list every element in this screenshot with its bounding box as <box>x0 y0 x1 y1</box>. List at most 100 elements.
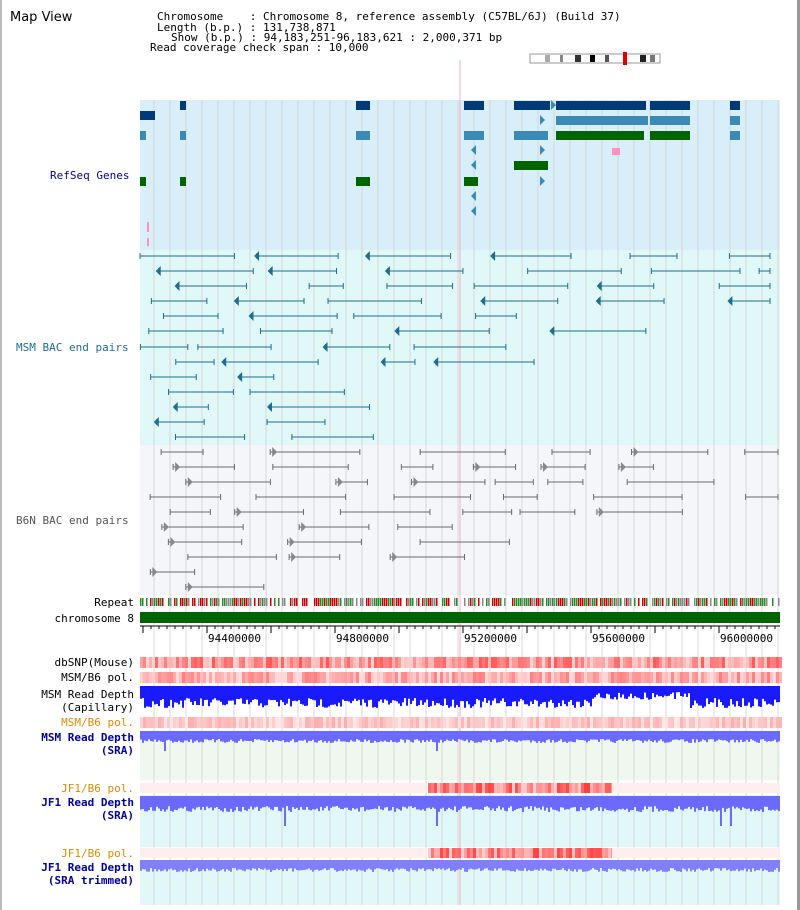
msm-depth-sra-bar <box>484 731 486 741</box>
b6n-bac-arrow <box>392 552 398 562</box>
dbsnp-cell <box>266 657 269 668</box>
msm-pol-cell <box>701 672 704 683</box>
msm-pol2-cell <box>314 717 317 728</box>
jf1-depth-sra-bar <box>280 796 282 812</box>
jf1-depth-sra-bar <box>676 796 678 809</box>
msm-pol-cell <box>161 672 164 683</box>
msm-depth-cap-bar <box>610 686 612 699</box>
msm-depth-cap-bar <box>254 686 256 700</box>
msm-depth-sra-bar <box>266 731 268 740</box>
msm-depth-cap-bar <box>192 686 194 705</box>
jf1-depth-trim-bar <box>190 860 192 872</box>
dbsnp-cell <box>416 657 419 668</box>
repeat-element <box>318 598 320 606</box>
dbsnp-cell <box>263 657 266 668</box>
msm-pol-cell <box>254 672 257 683</box>
msm-depth-cap-bar <box>510 686 512 707</box>
dbsnp-cell <box>458 657 461 668</box>
dbsnp-cell <box>611 657 614 668</box>
msm-depth-sra-bar <box>294 731 296 743</box>
msm-depth-sra-bar <box>382 731 384 742</box>
track-label-msm-bac[interactable]: MSM BAC end pairs <box>16 341 129 354</box>
dbsnp-cell <box>155 657 158 668</box>
msm-depth-cap-bar <box>600 686 602 698</box>
msm-depth-cap-bar <box>546 686 548 708</box>
msm-pol-cell <box>251 672 254 683</box>
jf1-depth-trim-bar <box>176 860 178 872</box>
track-label-b6n-bac[interactable]: B6N BAC end pairs <box>16 514 129 527</box>
jf1-depth-sra-bar <box>698 796 700 811</box>
jf1-depth-sra-bar <box>426 796 428 809</box>
jf1-depth-trim-bar <box>274 860 276 871</box>
jf1-depth-trim-bar <box>366 860 368 870</box>
repeat-element <box>638 598 640 606</box>
msm-pol-cell <box>710 672 713 683</box>
dbsnp-cell <box>443 657 446 668</box>
dbsnp-cell <box>704 657 707 668</box>
repeat-element <box>340 598 342 606</box>
jf1-depth-sra-bar <box>454 796 456 807</box>
gene-model <box>180 101 186 110</box>
msm-depth-sra-bar <box>682 731 684 740</box>
msm-depth-cap-bar <box>702 686 704 708</box>
msm-pol-cell <box>290 672 293 683</box>
jf1-depth-sra-bar <box>614 796 616 812</box>
track-label-refseq[interactable]: RefSeq Genes <box>50 169 130 182</box>
jf1-depth-sra-bar <box>624 796 626 810</box>
msm-pol2-cell <box>221 717 224 728</box>
msm-depth-cap-bar <box>434 686 436 706</box>
msm-pol2-cell <box>761 717 764 728</box>
msm-pol-cell <box>734 672 737 683</box>
repeat-element <box>160 598 162 606</box>
jf1-depth-trim-bar <box>418 860 420 869</box>
msm-pol-cell <box>167 672 170 683</box>
msm-pol2-cell <box>188 717 191 728</box>
msm-depth-cap-bar <box>278 686 280 707</box>
dbsnp-cell <box>677 657 680 668</box>
jf1-depth-trim-bar <box>382 860 384 870</box>
msm-depth-sra-bar <box>194 731 196 742</box>
msm-depth-cap-bar <box>256 686 258 700</box>
jf1-pol-cell <box>560 783 563 793</box>
repeat-element <box>472 598 474 606</box>
msm-depth-sra-bar <box>204 731 206 740</box>
jf1-depth-sra-bar <box>310 796 312 811</box>
msm-depth-cap-bar <box>348 686 350 702</box>
track-label-jf1-depth-trim: JF1 Read Depth <box>41 861 134 874</box>
msm-pol2-cell <box>281 717 284 728</box>
msm-pol2-cell <box>389 717 392 728</box>
msm-depth-sra-bar <box>406 731 408 740</box>
msm-pol2-cell <box>368 717 371 728</box>
jf1-depth-sra-bar <box>498 796 500 807</box>
jf1-pol2-cell <box>584 848 587 858</box>
repeat-element <box>222 598 224 606</box>
msm-depth-sra-bar <box>638 731 640 741</box>
msm-depth-sra-bar <box>512 731 514 741</box>
msm-depth-cap-bar <box>236 686 238 699</box>
msm-pol2-cell <box>581 717 584 728</box>
jf1-depth-sra-bar <box>164 796 166 812</box>
jf1-depth-sra-bar <box>726 796 728 809</box>
repeat-element <box>578 598 580 606</box>
msm-depth-cap-bar <box>220 686 222 702</box>
msm-pol2-cell <box>545 717 548 728</box>
jf1-depth-trim-bar <box>572 860 574 872</box>
msm-depth-cap-bar <box>398 686 400 704</box>
msm-pol2-cell <box>707 717 710 728</box>
msm-depth-sra-bar <box>564 731 566 742</box>
msm-depth-cap-bar <box>342 686 344 700</box>
msm-pol2-cell <box>512 717 515 728</box>
msm-pol2-cell <box>587 717 590 728</box>
msm-pol-cell <box>605 672 608 683</box>
right-border <box>797 0 800 910</box>
repeat-element <box>204 598 206 606</box>
repeat-element <box>336 598 338 606</box>
dbsnp-cell <box>140 657 143 668</box>
msm-depth-cap-bar <box>536 686 538 701</box>
jf1-depth-sra-bar <box>718 796 720 811</box>
jf1-depth-sra-bar <box>304 796 306 810</box>
jf1-depth-sra-bar <box>546 796 548 808</box>
jf1-depth-trim-bar <box>400 860 402 869</box>
msm-depth-sra-bar <box>268 731 270 743</box>
